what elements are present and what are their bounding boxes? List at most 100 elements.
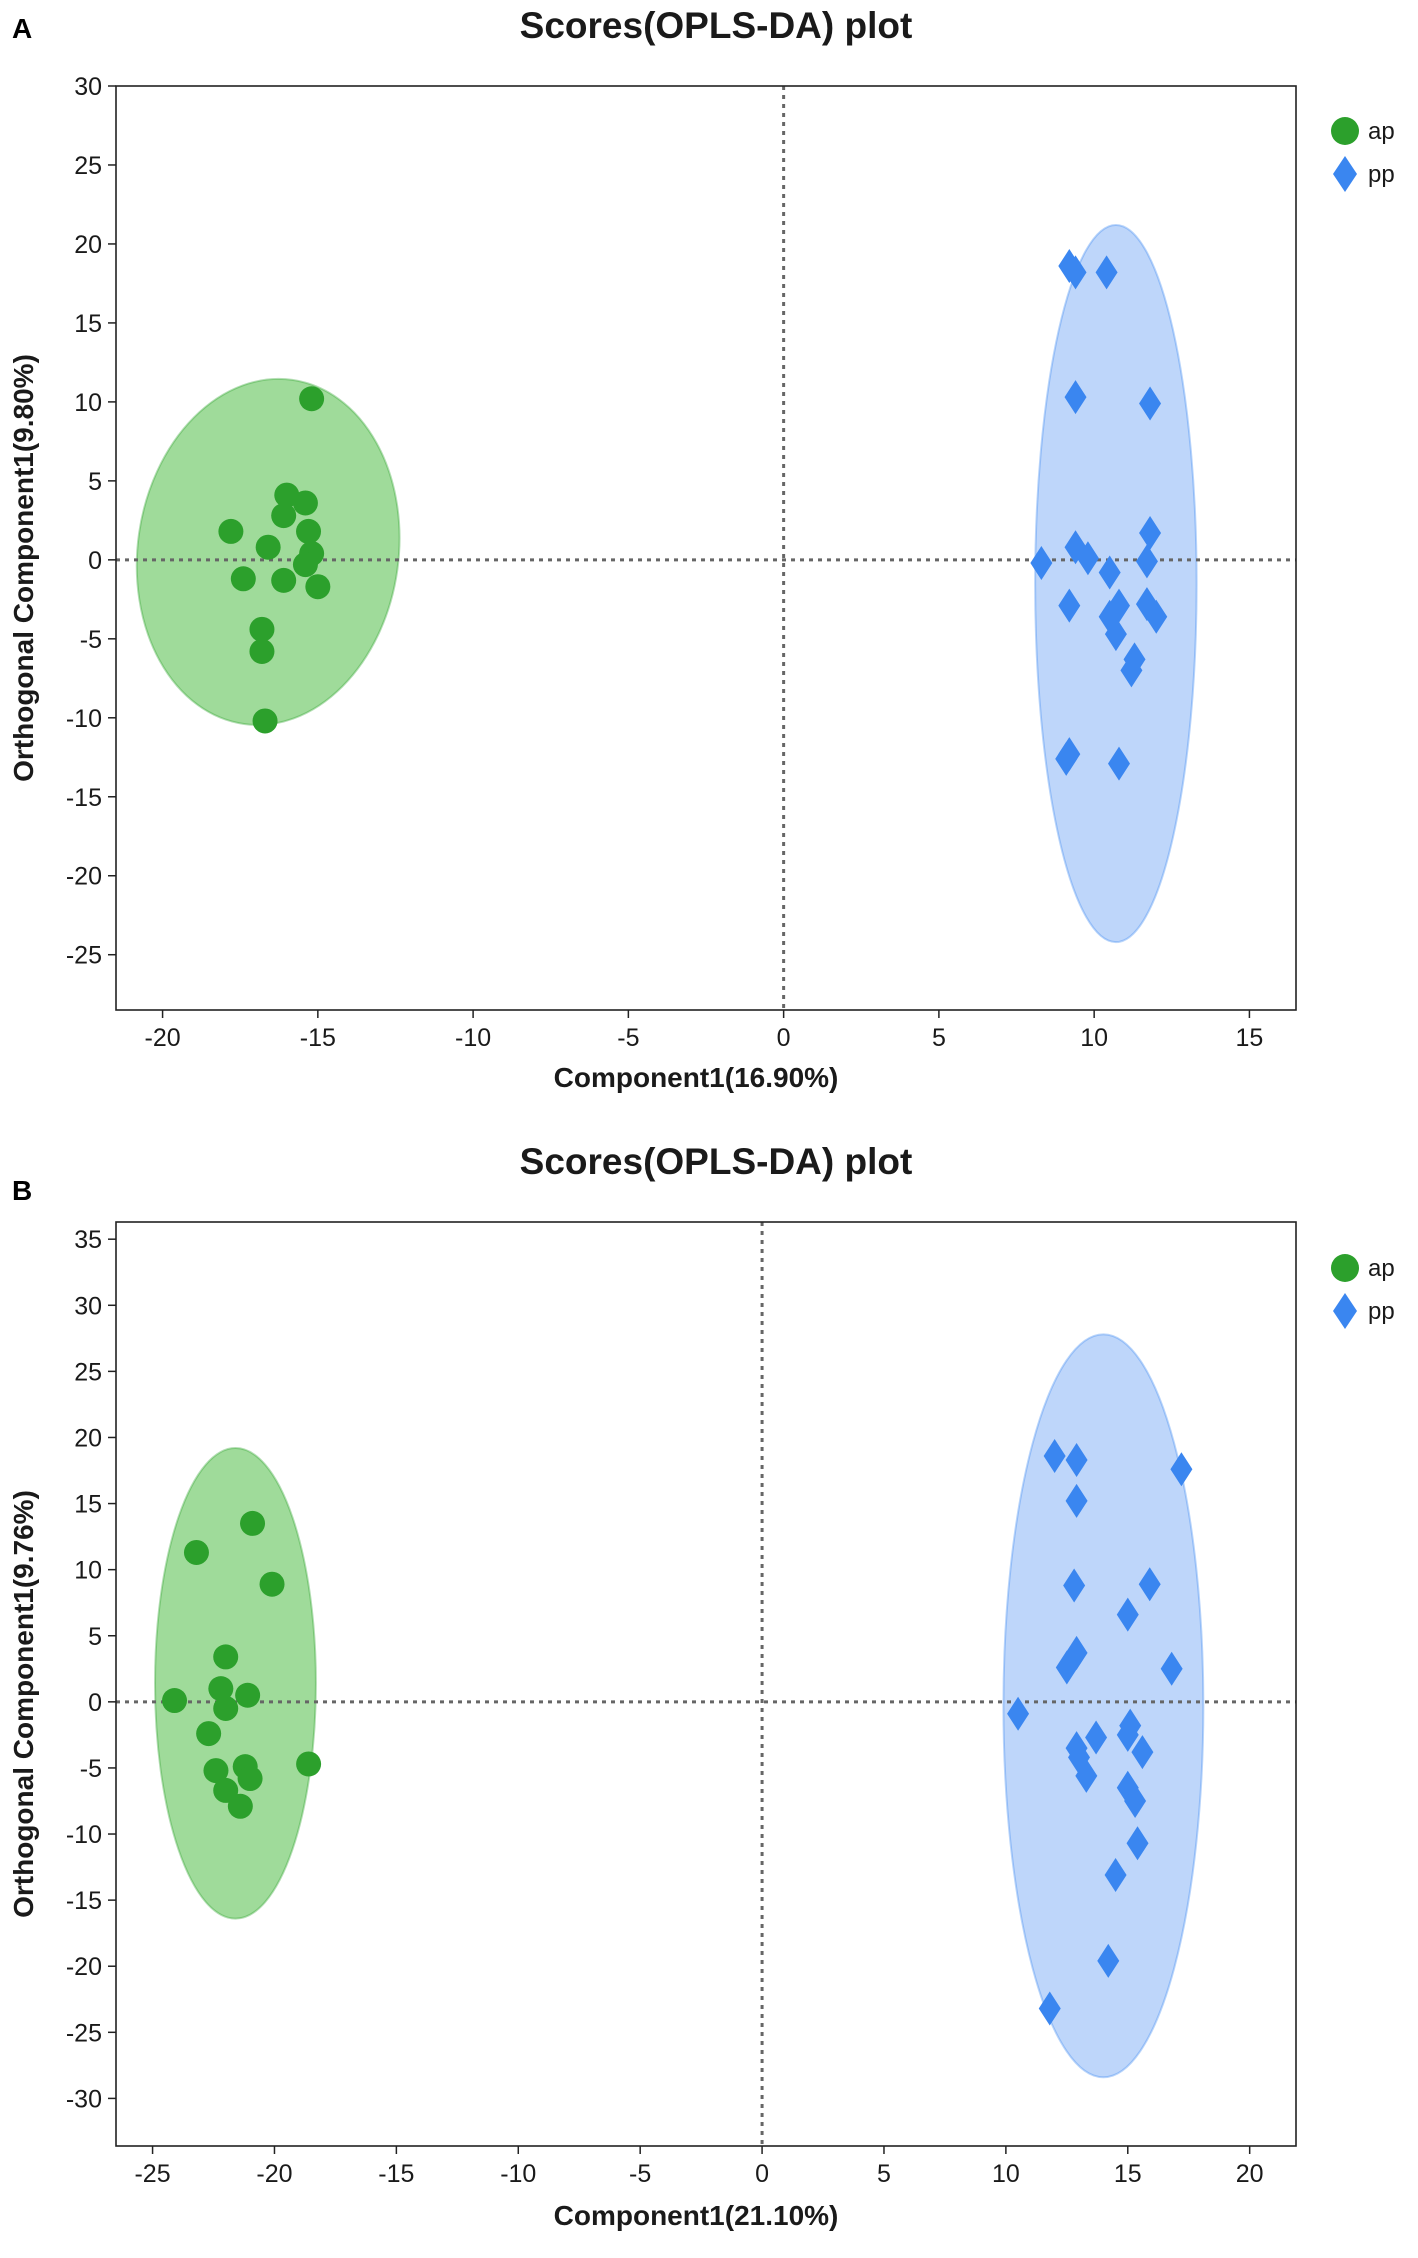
x-axis-label: Component1(16.90%) — [554, 1062, 839, 1093]
data-point-pp — [1076, 541, 1099, 576]
data-point-ap — [208, 1676, 234, 1702]
data-point-pp — [1104, 617, 1127, 652]
data-point-ap — [305, 574, 331, 600]
data-point-ap — [271, 567, 297, 593]
data-point-ap — [240, 1510, 266, 1536]
y-tick-label: -25 — [66, 942, 102, 970]
chart-panel-b: B Scores(OPLS-DA) plot -25 -20 -15 -10 -5 0 5 10 1… — [8, 1141, 1395, 2231]
data-point-pp — [1058, 737, 1081, 772]
x-tick-label: 0 — [755, 2160, 769, 2188]
data-point-pp — [1058, 588, 1081, 623]
data-point-pp — [1120, 653, 1143, 688]
x-tick-label: -15 — [378, 2160, 414, 2188]
data-point-ap — [292, 552, 318, 578]
x-tick-label: -10 — [455, 1024, 491, 1052]
y-tick-label: -15 — [66, 1887, 102, 1915]
data-point-pp — [1075, 1758, 1098, 1793]
data-point-ap — [230, 566, 256, 592]
data-point-ap — [196, 1721, 222, 1747]
panel-label: B — [12, 1175, 32, 1206]
x-tick-label: 20 — [1236, 2160, 1264, 2188]
data-point-ap — [249, 616, 275, 642]
y-tick-label: -30 — [66, 2085, 102, 2113]
plot-frame — [115, 85, 1297, 1011]
data-point-ap — [296, 518, 322, 544]
x-axis-label: Component1(21.10%) — [554, 2200, 839, 2231]
x-tick-label: 15 — [1236, 1024, 1264, 1052]
y-tick-label: 20 — [74, 1424, 102, 1452]
data-point-pp — [1170, 1452, 1193, 1487]
data-point-pp — [1098, 555, 1121, 590]
data-point-pp — [1116, 1717, 1139, 1752]
y-tick-label: 5 — [88, 1623, 102, 1651]
data-point-pp — [1063, 1568, 1086, 1603]
data-point-ap — [259, 1571, 285, 1597]
data-point-pp — [1138, 1567, 1161, 1602]
legend-label-pp: pp — [1368, 161, 1395, 188]
legend-marker-ap — [1331, 1254, 1359, 1282]
data-point-ap — [235, 1682, 261, 1708]
confidence-ellipse-pp — [1034, 223, 1198, 944]
confidence-ellipse-ap — [154, 1447, 317, 1920]
y-tick-label: 5 — [88, 468, 102, 496]
data-point-pp — [1108, 746, 1130, 781]
x-tick-label: -5 — [629, 2160, 651, 2188]
legend-label-ap: ap — [1368, 118, 1395, 145]
panel-label: A — [12, 13, 32, 44]
y-tick-label: -25 — [66, 2019, 102, 2047]
data-point-pp — [1126, 1826, 1149, 1861]
data-point-ap — [213, 1644, 239, 1670]
x-tick-label: -10 — [500, 2160, 536, 2188]
y-tick-label: 20 — [74, 231, 102, 259]
data-point-pp — [1030, 546, 1053, 581]
data-point-pp — [1007, 1696, 1030, 1731]
y-tick-label: 15 — [74, 310, 102, 338]
y-tick-label: -5 — [80, 626, 102, 654]
data-point-pp — [1065, 1483, 1088, 1518]
x-tick-label: -20 — [256, 2160, 292, 2188]
legend-marker-ap — [1331, 117, 1359, 145]
y-tick-label: -10 — [66, 1821, 102, 1849]
x-tick-label: -25 — [134, 2160, 170, 2188]
data-point-pp — [1139, 515, 1162, 550]
chart-title: Scores(OPLS-DA) plot — [520, 5, 913, 46]
legend-label-ap: ap — [1368, 1255, 1395, 1282]
data-point-ap — [227, 1793, 253, 1819]
legend-marker-pp — [1333, 1293, 1357, 1329]
data-point-pp — [1095, 255, 1118, 290]
y-tick-label: 35 — [74, 1226, 102, 1254]
y-tick-label: 0 — [88, 1689, 102, 1717]
x-tick-label: 5 — [932, 1024, 946, 1052]
data-point-ap — [237, 1766, 263, 1792]
y-tick-label: -5 — [80, 1755, 102, 1783]
data-point-ap — [203, 1758, 229, 1784]
data-point-ap — [296, 1751, 322, 1777]
data-point-pp — [1085, 1720, 1108, 1755]
y-axis-label: Orthogonal Component1(9.76%) — [8, 1490, 39, 1918]
legend-label-pp: pp — [1368, 1298, 1395, 1325]
data-point-pp — [1124, 1783, 1147, 1818]
confidence-ellipse-pp — [1002, 1333, 1205, 2079]
data-point-ap — [218, 518, 244, 544]
plot-area — [116, 1222, 1296, 2146]
chart-panel-a: A Scores(OPLS-DA) plot -20 -15 -10 -5 0 5 10 15 30… — [8, 5, 1395, 1093]
y-tick-label: -20 — [66, 1953, 102, 1981]
data-point-pp — [1116, 1597, 1139, 1632]
data-point-pp — [1064, 255, 1087, 290]
y-tick-label: 30 — [74, 1292, 102, 1320]
data-point-ap — [255, 534, 281, 560]
data-point-pp — [1097, 1943, 1120, 1978]
x-tick-label: -20 — [145, 1024, 181, 1052]
plot-frame — [115, 1221, 1297, 2147]
y-tick-label: 25 — [74, 1358, 102, 1386]
y-tick-label: 15 — [74, 1491, 102, 1519]
data-point-pp — [1145, 599, 1168, 634]
plot-area — [116, 86, 1296, 1010]
y-tick-label: -10 — [66, 705, 102, 733]
data-point-ap — [183, 1539, 209, 1565]
y-tick-label: 10 — [74, 389, 102, 417]
data-point-ap — [249, 638, 275, 664]
x-tick-label: 10 — [992, 2160, 1020, 2188]
data-point-pp — [1055, 1650, 1078, 1685]
